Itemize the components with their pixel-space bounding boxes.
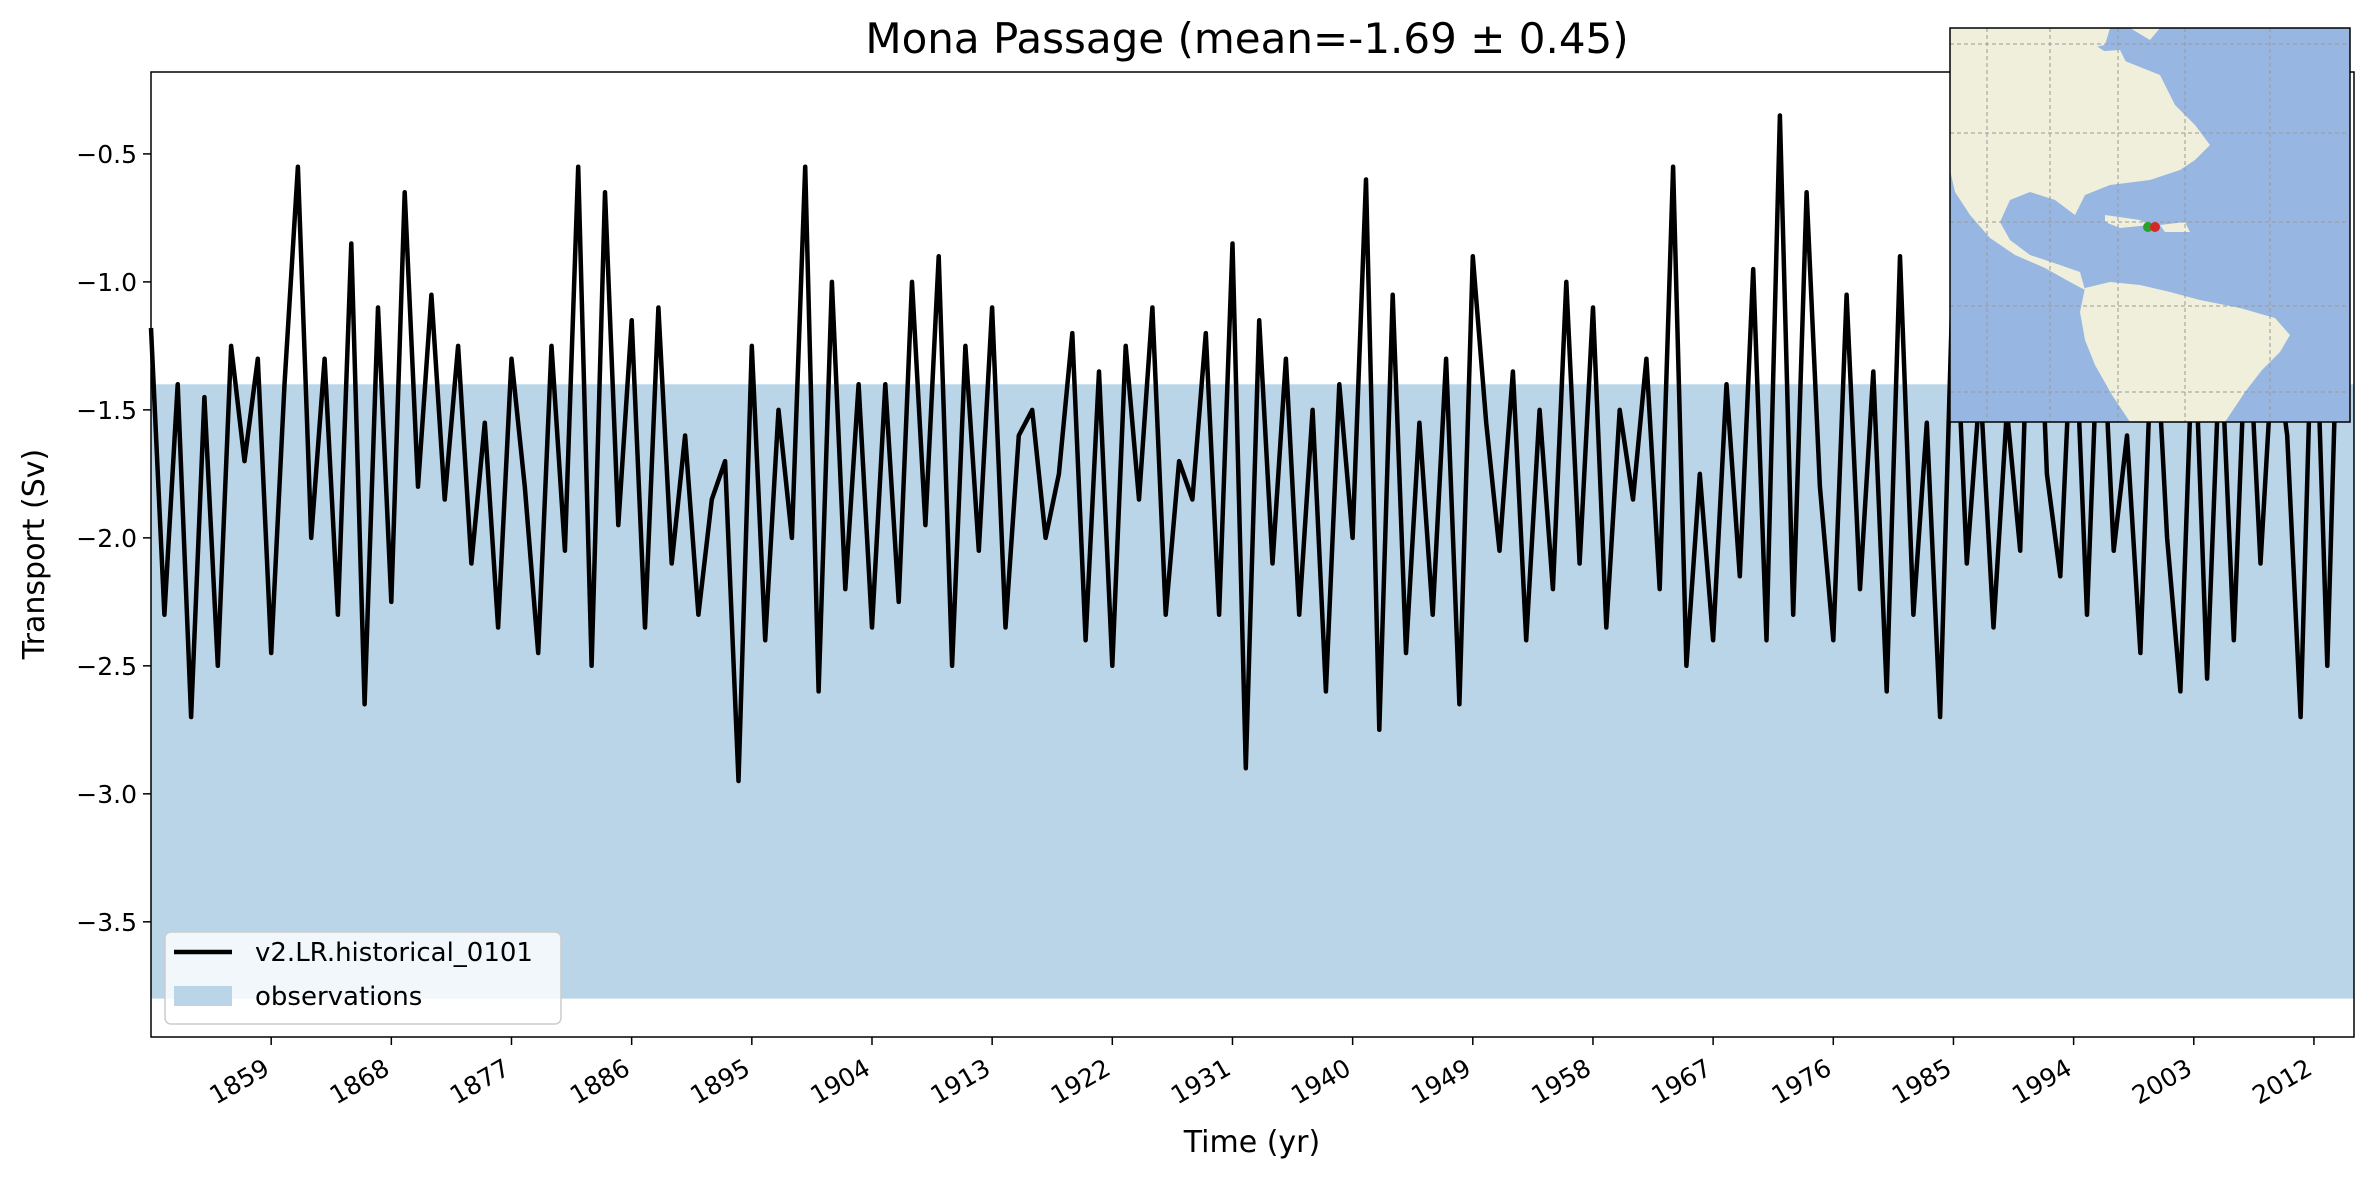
y-tick-label: −2.5: [76, 652, 137, 681]
legend-observations-swatch: [174, 986, 232, 1006]
series-line-0: [148, 113, 2343, 784]
axes-frame: [150, 71, 2355, 1038]
plot-area: [148, 71, 2355, 1038]
y-axis: −3.5 −3.0 −2.5 −2.0 −1.5 −1.0 −0.5: [76, 140, 151, 937]
legend: v2.LR.historical_0101 observations: [164, 931, 562, 1025]
y-tick-label: −3.0: [76, 780, 137, 809]
map-start-marker: [2143, 222, 2153, 232]
y-tick-label: −2.0: [76, 524, 137, 553]
inset-map: [1949, 27, 2351, 423]
legend-observations-label: observations: [255, 982, 422, 1012]
y-tick-label: −0.5: [76, 140, 137, 169]
legend-series-label: v2.LR.historical_0101: [255, 938, 533, 968]
y-axis-label: Transport (Sv): [17, 449, 52, 661]
y-tick-label: −1.0: [76, 268, 137, 297]
x-axis-label: Time (yr): [1183, 1125, 1320, 1160]
map-end-marker: [2150, 222, 2160, 232]
map-gridlines: [1950, 28, 2350, 422]
map-frame: [1949, 27, 2351, 423]
legend-box: [164, 931, 562, 1025]
y-tick-label: −1.5: [76, 396, 137, 425]
series-group: [148, 113, 2343, 784]
y-tick-label: −3.5: [76, 908, 137, 937]
chart-title: Mona Passage (mean=-1.69 ± 0.45): [865, 14, 1628, 63]
